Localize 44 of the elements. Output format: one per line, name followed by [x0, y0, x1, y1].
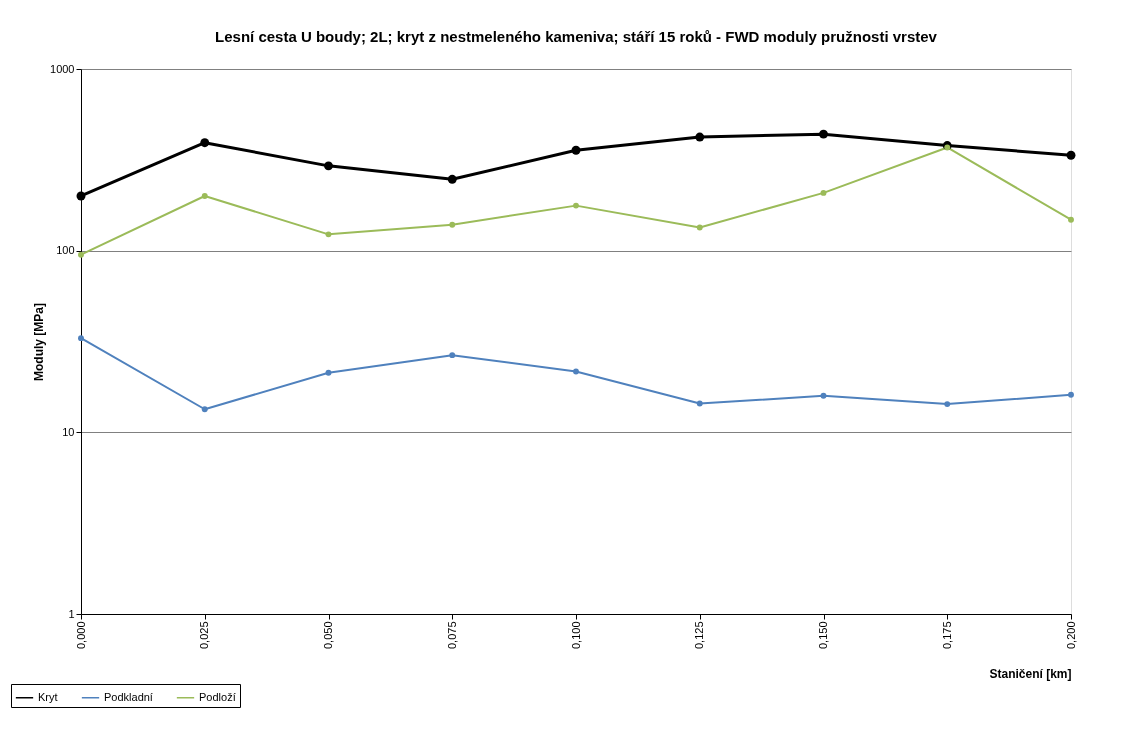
x-tick-label: 0,075 — [445, 621, 458, 650]
point — [449, 221, 456, 228]
point — [819, 129, 828, 139]
x-tick-label: 0,200 — [1064, 621, 1077, 650]
x-tick-label: 0,100 — [569, 621, 582, 650]
point — [447, 174, 457, 184]
x-tick-label: 0,025 — [198, 621, 211, 650]
point — [1068, 391, 1074, 398]
point — [201, 406, 208, 413]
x-tick-label: 0,125 — [693, 621, 706, 650]
x-tick-label: 0,050 — [322, 621, 334, 650]
point — [573, 202, 579, 209]
chart-title: Lesní cesta U boudy; 2L; kryt z nestmeleného kameniva; stáří 15 roků - FWD moduly pružnosti vrstev — [215, 28, 938, 45]
point — [573, 368, 579, 375]
point — [696, 400, 703, 407]
legend-label: Podkladní — [104, 690, 153, 703]
x-tick-label: 0,150 — [817, 621, 829, 650]
point — [820, 189, 827, 196]
y-tick-label: 1 — [68, 607, 75, 620]
point — [325, 231, 332, 238]
point — [78, 251, 84, 258]
point — [1068, 216, 1074, 223]
y-tick-label: 100 — [56, 244, 75, 257]
point — [449, 352, 456, 359]
point — [820, 392, 827, 399]
point — [944, 401, 951, 408]
point — [201, 193, 208, 199]
point — [324, 161, 333, 171]
x-tick-label: 0,175 — [940, 621, 953, 650]
point — [695, 132, 705, 142]
x-axis-title: Staničení [km] — [989, 667, 1072, 682]
point — [325, 369, 332, 376]
point — [696, 224, 703, 231]
point — [571, 145, 581, 155]
point — [78, 335, 84, 342]
x-tick-label: 0,000 — [74, 621, 87, 650]
y-tick-label: 10 — [62, 425, 75, 438]
point — [200, 138, 210, 148]
point — [1066, 150, 1076, 160]
y-axis-title: Moduly [MPa] — [32, 303, 47, 381]
legend-label: Podloží — [199, 690, 236, 703]
point — [76, 191, 86, 201]
legend-label: Kryt — [38, 690, 58, 703]
y-tick-label: 1000 — [50, 62, 75, 75]
